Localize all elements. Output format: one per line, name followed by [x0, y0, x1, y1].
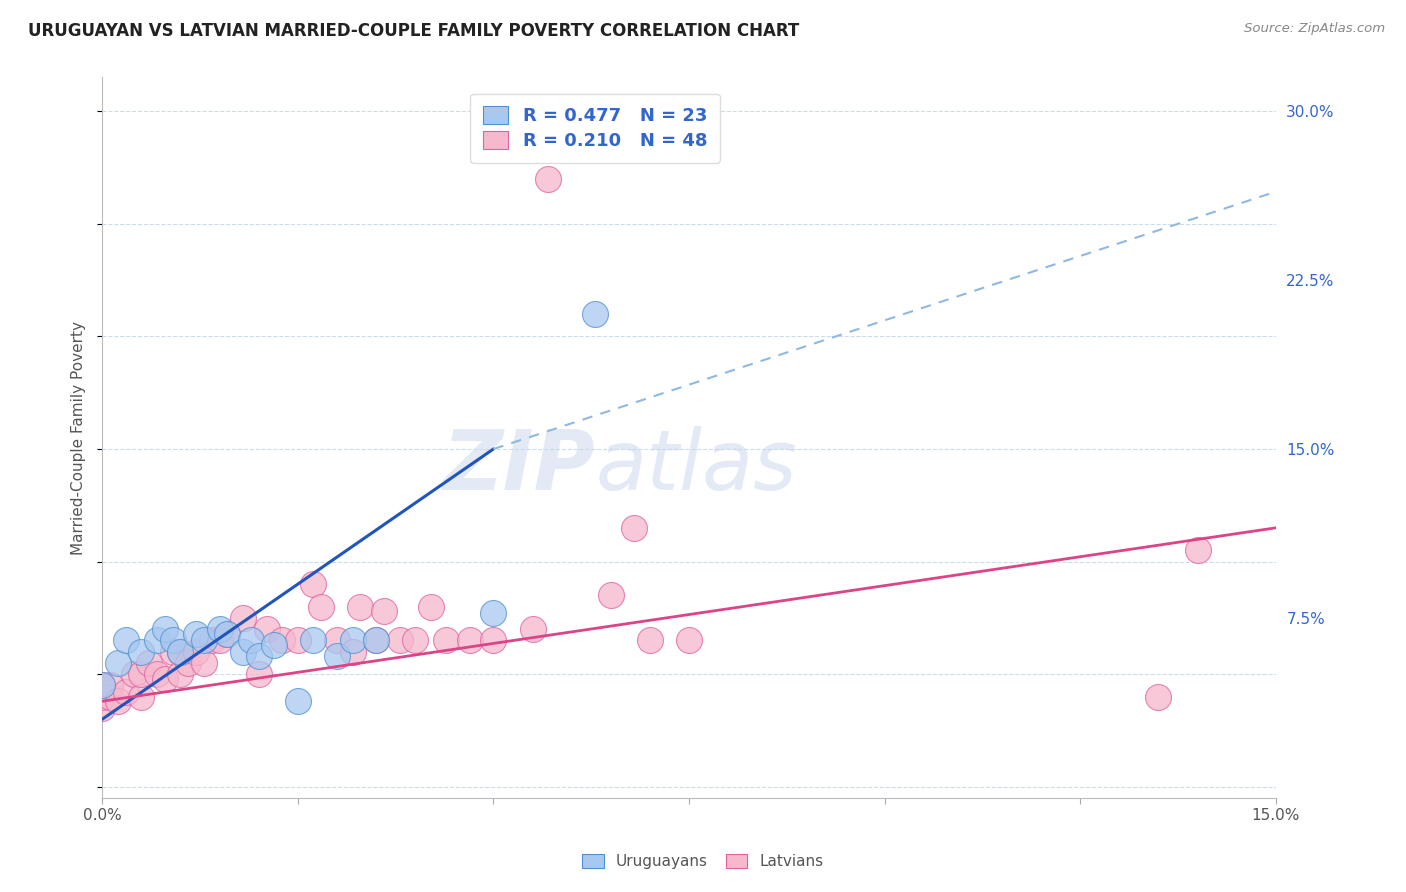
Point	[98, 690, 121, 704]
Point	[232, 645, 254, 659]
Point	[146, 633, 169, 648]
Point	[107, 694, 129, 708]
Point	[193, 633, 215, 648]
Point	[349, 599, 371, 614]
Point	[208, 633, 231, 648]
Point	[91, 701, 114, 715]
Point	[678, 633, 700, 648]
Legend: Uruguayans, Latvians: Uruguayans, Latvians	[576, 848, 830, 875]
Point	[91, 678, 114, 692]
Point	[122, 667, 145, 681]
Point	[311, 599, 333, 614]
Point	[623, 521, 645, 535]
Point	[436, 633, 458, 648]
Point	[342, 633, 364, 648]
Point	[256, 622, 278, 636]
Text: URUGUAYAN VS LATVIAN MARRIED-COUPLE FAMILY POVERTY CORRELATION CHART: URUGUAYAN VS LATVIAN MARRIED-COUPLE FAMI…	[28, 22, 800, 40]
Point	[638, 633, 661, 648]
Point	[247, 667, 270, 681]
Point	[364, 633, 387, 648]
Point	[482, 633, 505, 648]
Point	[153, 672, 176, 686]
Point	[404, 633, 426, 648]
Point	[169, 645, 191, 659]
Y-axis label: Married-Couple Family Poverty: Married-Couple Family Poverty	[72, 321, 86, 555]
Point	[271, 633, 294, 648]
Point	[373, 604, 395, 618]
Text: atlas: atlas	[595, 426, 797, 507]
Point	[599, 588, 621, 602]
Point	[419, 599, 441, 614]
Point	[169, 645, 191, 659]
Point	[537, 171, 560, 186]
Point	[98, 678, 121, 692]
Point	[193, 656, 215, 670]
Point	[239, 633, 262, 648]
Point	[302, 577, 325, 591]
Point	[342, 645, 364, 659]
Point	[302, 633, 325, 648]
Point	[184, 645, 207, 659]
Point	[91, 690, 114, 704]
Point	[114, 633, 136, 648]
Legend: R = 0.477   N = 23, R = 0.210   N = 48: R = 0.477 N = 23, R = 0.210 N = 48	[471, 94, 720, 163]
Point	[388, 633, 411, 648]
Point	[153, 622, 176, 636]
Point	[114, 685, 136, 699]
Point	[482, 607, 505, 621]
Point	[184, 626, 207, 640]
Point	[131, 645, 153, 659]
Point	[1187, 543, 1209, 558]
Point	[326, 649, 349, 664]
Point	[263, 638, 285, 652]
Point	[287, 694, 309, 708]
Point	[326, 633, 349, 648]
Point	[177, 656, 200, 670]
Point	[287, 633, 309, 648]
Point	[522, 622, 544, 636]
Point	[208, 622, 231, 636]
Point	[364, 633, 387, 648]
Point	[201, 633, 224, 648]
Point	[162, 645, 184, 659]
Point	[217, 626, 239, 640]
Point	[131, 690, 153, 704]
Point	[169, 667, 191, 681]
Point	[1147, 690, 1170, 704]
Point	[91, 678, 114, 692]
Point	[138, 656, 160, 670]
Point	[217, 626, 239, 640]
Point	[131, 667, 153, 681]
Point	[107, 656, 129, 670]
Point	[247, 649, 270, 664]
Point	[583, 307, 606, 321]
Point	[146, 667, 169, 681]
Point	[458, 633, 481, 648]
Point	[162, 633, 184, 648]
Text: ZIP: ZIP	[443, 426, 595, 507]
Text: Source: ZipAtlas.com: Source: ZipAtlas.com	[1244, 22, 1385, 36]
Point	[232, 611, 254, 625]
